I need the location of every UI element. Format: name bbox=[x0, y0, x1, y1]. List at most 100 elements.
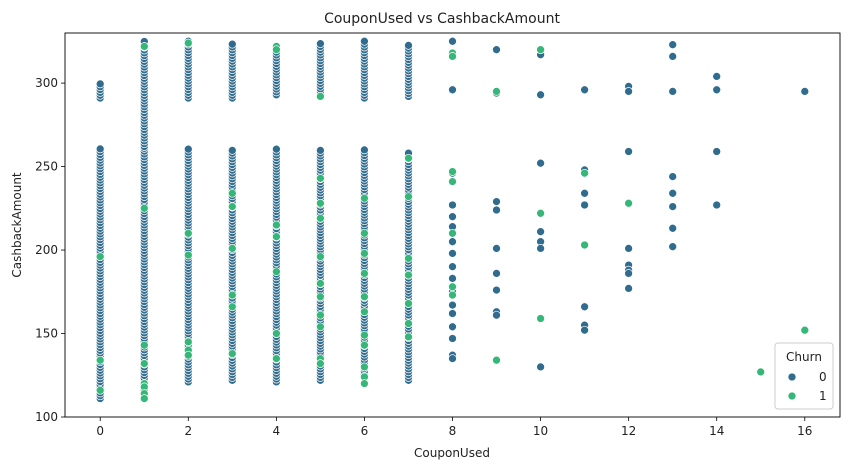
data-point bbox=[183, 250, 193, 260]
data-point bbox=[448, 249, 457, 258]
data-point bbox=[448, 282, 457, 292]
data-point bbox=[316, 252, 325, 262]
data-point bbox=[139, 359, 149, 368]
legend: Churn 0 1 bbox=[774, 342, 834, 410]
data-point bbox=[139, 340, 149, 350]
data-point bbox=[183, 38, 193, 48]
data-point bbox=[360, 249, 369, 258]
data-point bbox=[536, 158, 545, 168]
data-point bbox=[536, 362, 545, 372]
data-point bbox=[536, 314, 545, 323]
data-point bbox=[624, 198, 633, 208]
data-point bbox=[139, 203, 149, 213]
data-point bbox=[448, 300, 457, 310]
data-point bbox=[668, 223, 678, 233]
data-point bbox=[227, 244, 237, 253]
data-point bbox=[536, 90, 545, 100]
data-point bbox=[448, 274, 457, 283]
data-point bbox=[448, 200, 457, 210]
data-point bbox=[227, 290, 237, 300]
y-tick-label: 300 bbox=[35, 76, 58, 90]
data-point bbox=[360, 292, 369, 302]
data-point bbox=[272, 329, 281, 338]
data-point bbox=[448, 290, 457, 300]
y-tick-label: 150 bbox=[35, 327, 58, 341]
x-tick-label: 4 bbox=[273, 424, 281, 438]
data-point bbox=[448, 85, 457, 95]
data-point bbox=[227, 302, 237, 312]
data-point bbox=[316, 322, 325, 332]
data-point bbox=[360, 269, 369, 278]
data-point bbox=[624, 284, 633, 293]
data-point bbox=[448, 212, 457, 222]
points-layer bbox=[95, 36, 810, 403]
data-point bbox=[183, 144, 193, 154]
data-point bbox=[272, 220, 281, 230]
data-point bbox=[360, 330, 369, 340]
data-point bbox=[492, 285, 501, 295]
data-point bbox=[95, 252, 105, 262]
data-point bbox=[360, 193, 369, 203]
data-point bbox=[360, 36, 369, 46]
y-tick-label: 100 bbox=[35, 410, 58, 424]
data-point bbox=[316, 173, 325, 183]
x-tick-label: 14 bbox=[709, 424, 724, 438]
data-point bbox=[580, 240, 589, 250]
data-point bbox=[712, 147, 722, 156]
data-point bbox=[492, 244, 501, 253]
data-point bbox=[624, 269, 633, 278]
chart-title: CouponUsed vs CashbackAmount bbox=[324, 11, 560, 27]
legend-label-0: 0 bbox=[819, 370, 827, 384]
data-point bbox=[227, 146, 237, 155]
x-tick-label: 2 bbox=[184, 424, 192, 438]
x-tick-label: 16 bbox=[797, 424, 812, 438]
data-point bbox=[536, 244, 545, 253]
data-point bbox=[448, 36, 457, 46]
data-point bbox=[404, 299, 413, 308]
data-point bbox=[800, 87, 810, 96]
data-point bbox=[580, 302, 589, 312]
data-point bbox=[404, 192, 413, 201]
data-point bbox=[492, 269, 501, 278]
data-point bbox=[227, 39, 237, 49]
data-point bbox=[316, 279, 325, 288]
data-point bbox=[404, 332, 413, 342]
data-point bbox=[448, 167, 457, 176]
data-point bbox=[668, 188, 678, 198]
data-point bbox=[668, 40, 678, 50]
data-point bbox=[580, 85, 589, 95]
data-point bbox=[95, 355, 105, 365]
data-point bbox=[360, 145, 369, 155]
data-point bbox=[580, 325, 589, 335]
data-point bbox=[580, 168, 589, 178]
data-point bbox=[360, 307, 369, 317]
data-point bbox=[183, 228, 193, 238]
data-point bbox=[668, 52, 678, 61]
data-point bbox=[404, 41, 413, 50]
data-point bbox=[360, 228, 369, 238]
data-point bbox=[139, 394, 149, 403]
data-point bbox=[316, 310, 325, 320]
data-point bbox=[712, 200, 722, 210]
data-point bbox=[492, 310, 501, 320]
data-point bbox=[316, 198, 325, 208]
data-point bbox=[316, 146, 325, 155]
x-axis-label: CouponUsed bbox=[414, 446, 490, 460]
legend-marker-1 bbox=[787, 391, 797, 401]
data-point bbox=[316, 213, 325, 223]
data-point bbox=[536, 45, 545, 55]
data-point bbox=[712, 72, 722, 81]
x-tick-label: 0 bbox=[96, 424, 104, 438]
data-point bbox=[668, 87, 678, 96]
data-point bbox=[668, 242, 678, 252]
data-point bbox=[448, 334, 457, 343]
data-point bbox=[448, 228, 457, 238]
data-point bbox=[272, 144, 281, 154]
x-tick-label: 6 bbox=[361, 424, 369, 438]
data-point bbox=[404, 153, 413, 163]
data-point bbox=[448, 52, 457, 61]
data-point bbox=[712, 85, 722, 95]
data-point bbox=[316, 359, 325, 368]
